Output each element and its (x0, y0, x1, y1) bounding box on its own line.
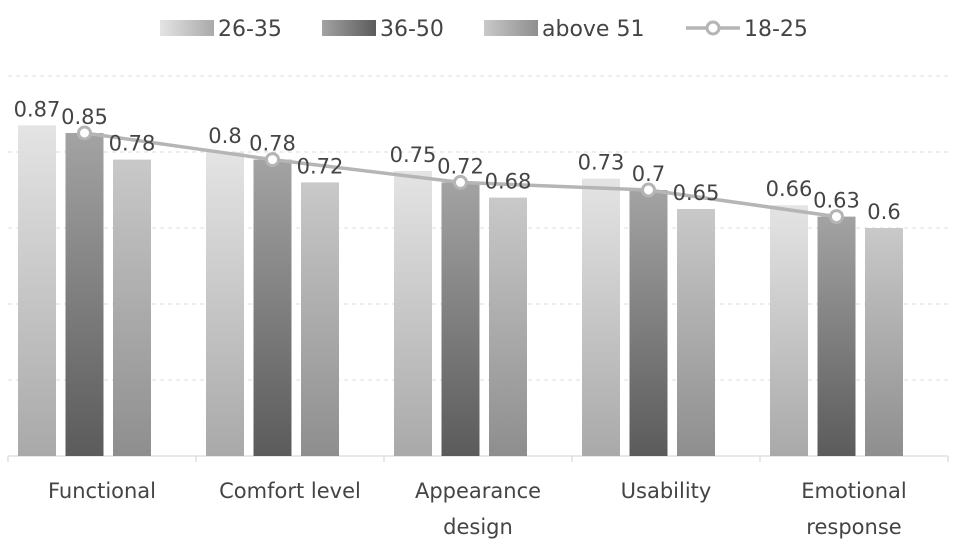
bar-36-50 (65, 133, 104, 456)
data-label: 0.65 (673, 181, 720, 205)
data-label: 0.63 (813, 189, 860, 213)
data-label: 0.78 (249, 132, 296, 156)
line-point (641, 182, 656, 198)
category-labels: Functional Comfort level Appearance design U… (48, 479, 907, 539)
data-label: 0.7 (632, 162, 665, 186)
bar-36-50 (441, 182, 480, 456)
category-label: Functional (48, 479, 156, 503)
bar-above-51 (865, 228, 903, 456)
data-label: 0.8 (208, 124, 241, 148)
legend-label: 18-25 (744, 17, 808, 42)
legend-swatch (484, 20, 538, 36)
data-label: 0.87 (14, 97, 61, 121)
data-label: 0.78 (109, 132, 156, 156)
bar-above-51 (113, 159, 151, 456)
category-label: Appearance (415, 479, 541, 503)
legend: 26-35 36-50 above 51 18-25 (160, 17, 808, 42)
data-label: 0.85 (61, 105, 108, 129)
legend-line-marker (705, 20, 721, 36)
bar-36-50 (629, 190, 668, 456)
bar-26-35 (18, 125, 56, 457)
bar-26-35 (770, 205, 808, 456)
bar-above-51 (677, 209, 715, 456)
legend-label: above 51 (542, 17, 644, 42)
category-label: Emotional (801, 479, 907, 503)
data-label: 0.72 (297, 154, 344, 178)
line-point (77, 125, 92, 141)
line-series (77, 125, 844, 225)
data-label: 0.68 (485, 170, 532, 194)
data-label: 0.75 (390, 143, 437, 167)
bar-above-51 (301, 182, 339, 456)
category-label: design (443, 515, 513, 539)
category-label: response (806, 515, 901, 539)
bar-above-51 (489, 197, 527, 456)
line-point (829, 209, 844, 225)
line-point (265, 152, 280, 168)
bar-26-35 (582, 178, 620, 456)
bar-26-35 (394, 171, 432, 456)
legend-swatch (322, 20, 376, 36)
data-labels: 0.87 0.850.78 0.8 0.780.72 0.75 0.720.680.73 0… (14, 97, 901, 224)
legend-swatch (160, 20, 214, 36)
line-point (453, 174, 468, 190)
legend-label: 36-50 (380, 17, 444, 42)
data-label: 0.73 (578, 151, 625, 175)
data-label: 0.72 (437, 154, 484, 178)
category-label: Comfort level (219, 479, 361, 503)
data-label: 0.6 (867, 200, 900, 224)
bars (18, 125, 903, 457)
category-label: Usability (621, 479, 712, 503)
x-axis (7, 455, 949, 462)
bar-26-35 (206, 152, 244, 456)
bar-36-50 (253, 159, 292, 456)
legend-label: 26-35 (218, 17, 282, 42)
bar-36-50 (817, 216, 856, 456)
data-label: 0.66 (766, 177, 813, 201)
